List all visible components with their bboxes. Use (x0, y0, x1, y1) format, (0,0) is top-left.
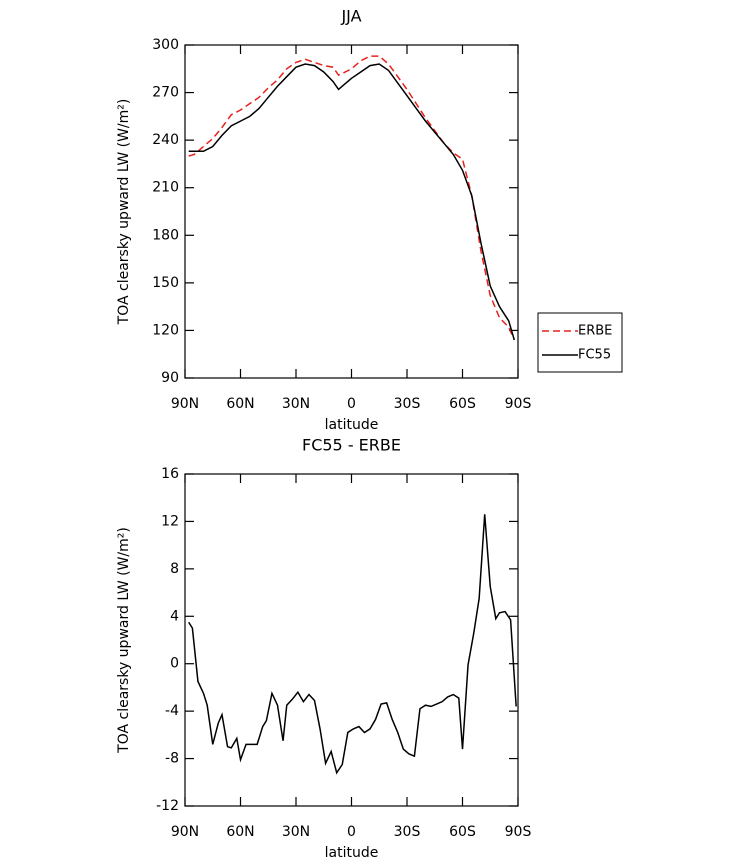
x-tick-label: 30N (282, 824, 310, 840)
y-tick-label: 210 (152, 180, 179, 196)
x-tick-label: 30S (394, 396, 421, 412)
x-tick-label: 90S (505, 396, 532, 412)
y-tick-label: 120 (152, 322, 179, 338)
plot-frame (184, 44, 519, 379)
chart-title: JJA (340, 7, 361, 26)
legend-label: FC55 (578, 348, 611, 363)
legend-box (537, 312, 623, 373)
plot-frame (184, 473, 519, 807)
x-tick-label: 60S (449, 396, 476, 412)
x-tick-label: 60S (449, 824, 476, 840)
x-tick-label: 0 (347, 396, 356, 412)
x-tick-label: 30S (394, 824, 421, 840)
y-axis-label: TOA clearsky upward LW (W/m²) (116, 99, 132, 326)
y-tick-label: 0 (170, 656, 179, 672)
y-axis-label: TOA clearsky upward LW (W/m²) (116, 527, 132, 754)
y-tick-label: 8 (170, 561, 179, 577)
series-line (188, 63, 516, 341)
x-tick-label: 90S (505, 824, 532, 840)
y-tick-label: -12 (156, 798, 179, 814)
y-tick-label: 16 (161, 466, 179, 482)
x-tick-label: 90N (171, 396, 199, 412)
series-line (188, 514, 517, 775)
y-tick-label: 4 (170, 608, 179, 624)
x-axis-label: latitude (325, 417, 379, 433)
y-tick-label: -4 (165, 703, 179, 719)
y-tick-label: 240 (152, 132, 179, 148)
y-tick-label: 180 (152, 227, 179, 243)
series-line (188, 55, 515, 341)
y-tick-label: -8 (165, 751, 179, 767)
x-tick-label: 60N (226, 396, 254, 412)
y-tick-label: 270 (152, 85, 179, 101)
x-tick-label: 0 (347, 824, 356, 840)
chart-title: FC55 - ERBE (302, 436, 401, 455)
y-tick-label: 90 (161, 370, 179, 386)
x-tick-label: 60N (226, 824, 254, 840)
x-tick-label: 30N (282, 396, 310, 412)
legend-label: ERBE (578, 324, 612, 339)
y-tick-label: 300 (152, 37, 179, 53)
y-tick-label: 150 (152, 275, 179, 291)
x-tick-label: 90N (171, 824, 199, 840)
x-axis-label: latitude (325, 845, 379, 861)
y-tick-label: 12 (161, 513, 179, 529)
